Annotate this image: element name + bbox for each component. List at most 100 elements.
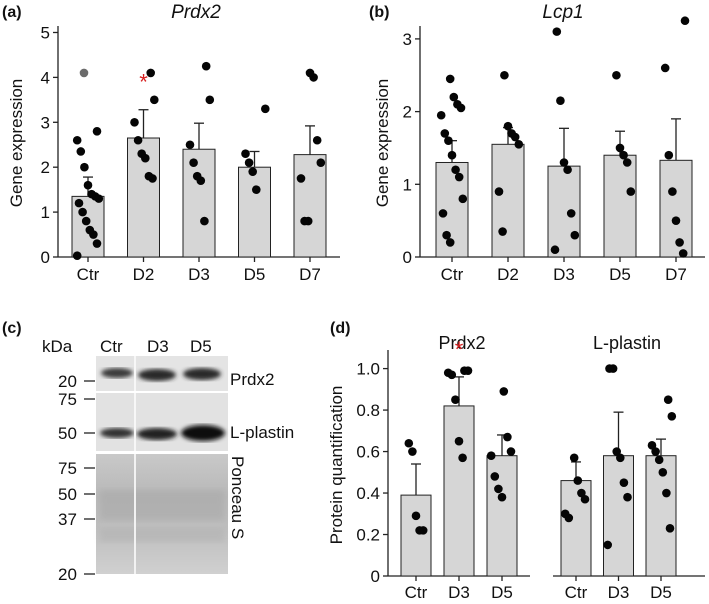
x-tick-label: D5: [609, 265, 631, 284]
data-point: [660, 63, 670, 73]
data-point: [654, 455, 664, 465]
data-point: [498, 227, 507, 236]
bar-d3: [182, 148, 216, 258]
data-point: [81, 216, 91, 226]
data-point: [675, 238, 684, 247]
data-point: [404, 438, 414, 448]
data-point: [503, 121, 513, 131]
data-point: [447, 150, 457, 160]
marker-stain-37: 37: [58, 510, 77, 529]
x-tick-label: D5: [244, 265, 266, 284]
y-axis-label: Gene expression: [373, 79, 392, 208]
data-point: [612, 447, 621, 456]
bar-d7: [293, 154, 327, 258]
data-point: [573, 476, 583, 485]
data-point: [137, 149, 146, 159]
y-tick-label: 3: [41, 113, 50, 132]
stain-label-ponceau: Ponceau S: [228, 456, 247, 539]
x-tick-label: D3: [608, 583, 630, 602]
bar-d3: [443, 405, 475, 577]
data-point: [200, 216, 209, 226]
marker-stain-20: 20: [58, 565, 77, 584]
y-tick-label: 0.8: [356, 401, 380, 420]
significance-star: *: [139, 70, 148, 95]
data-point: [605, 364, 614, 373]
bar-d5: [238, 166, 271, 258]
y-tick-label: 0: [403, 248, 412, 267]
data-point: [577, 488, 586, 498]
data-point: [150, 95, 159, 105]
lane-label-d3: D3: [147, 337, 169, 356]
data-point: [619, 150, 628, 160]
data-point: [612, 70, 621, 80]
data-point: [451, 395, 460, 405]
data-point: [85, 225, 95, 235]
data-point: [445, 238, 455, 247]
data-point: [569, 453, 579, 463]
x-tick-label: D7: [299, 265, 321, 284]
bar-d3: [603, 455, 634, 577]
marker-stain-75: 75: [58, 459, 77, 478]
y-tick-label: 2: [403, 103, 412, 122]
data-point: [305, 68, 315, 78]
data-point: [436, 110, 446, 120]
data-point: [189, 158, 198, 168]
data-point: [663, 395, 673, 405]
data-point: [552, 27, 562, 36]
marker-top-20: 20: [58, 372, 77, 391]
data-point: [619, 478, 629, 487]
y-tick-label: 2: [41, 158, 50, 177]
data-point: [312, 135, 322, 145]
data-point: [458, 453, 467, 463]
blot-lplastin: [96, 393, 228, 451]
data-point: [497, 492, 507, 502]
significance-star: *: [455, 337, 464, 362]
y-tick-label: 0: [371, 567, 380, 586]
data-point: [570, 230, 580, 240]
data-point: [92, 126, 102, 136]
data-point: [494, 484, 503, 494]
data-point: [72, 251, 82, 260]
x-tick-label: D3: [448, 583, 470, 602]
data-point: [74, 198, 84, 208]
band-lplastin-ctr: [100, 428, 134, 438]
x-tick-label: D2: [133, 265, 155, 284]
data-point: [658, 467, 668, 477]
data-point: [500, 70, 509, 80]
data-point: [647, 441, 657, 450]
data-point: [411, 511, 421, 521]
data-point: [201, 61, 211, 71]
data-point: [651, 447, 660, 456]
data-point: [616, 453, 625, 463]
data-point: [453, 100, 462, 109]
data-point: [503, 432, 512, 442]
band-prdx2-ctr: [101, 368, 133, 378]
x-tick-label: Ctr: [441, 265, 464, 284]
data-point: [486, 451, 496, 461]
marker-mid-75: 75: [58, 390, 77, 409]
chart-prdx2-gene-expression: Prdx2 0 1 2 3 4 5 Gene expression Ctr D2 * D3 D5 D7: [7, 2, 340, 284]
x-tick-label: D5: [650, 583, 672, 602]
bar-d2: [491, 143, 525, 258]
data-point: [668, 187, 677, 196]
chart-lplastin-protein: L-plastin Ctr D3 D5: [553, 333, 705, 602]
x-tick-label: D2: [497, 265, 519, 284]
data-point: [445, 74, 455, 84]
data-point: [76, 147, 86, 156]
data-point: [506, 447, 516, 456]
y-axis-label: Gene expression: [7, 79, 26, 208]
data-point: [603, 540, 612, 550]
y-tick-label: 1: [403, 175, 412, 194]
data-point: [580, 494, 590, 504]
data-point: [438, 209, 448, 218]
data-point: [300, 216, 309, 226]
data-point: [454, 172, 464, 182]
data-point: [440, 129, 450, 138]
data-point: [560, 509, 570, 519]
data-point: [72, 135, 82, 145]
y-tick-label: 4: [41, 68, 50, 87]
panel-label-a: (a): [2, 4, 22, 21]
bar-ctr: [560, 480, 592, 577]
western-blot: kDa Ctr D3 D5 20 75 50 75 50 37: [42, 337, 294, 584]
data-point: [678, 249, 688, 258]
